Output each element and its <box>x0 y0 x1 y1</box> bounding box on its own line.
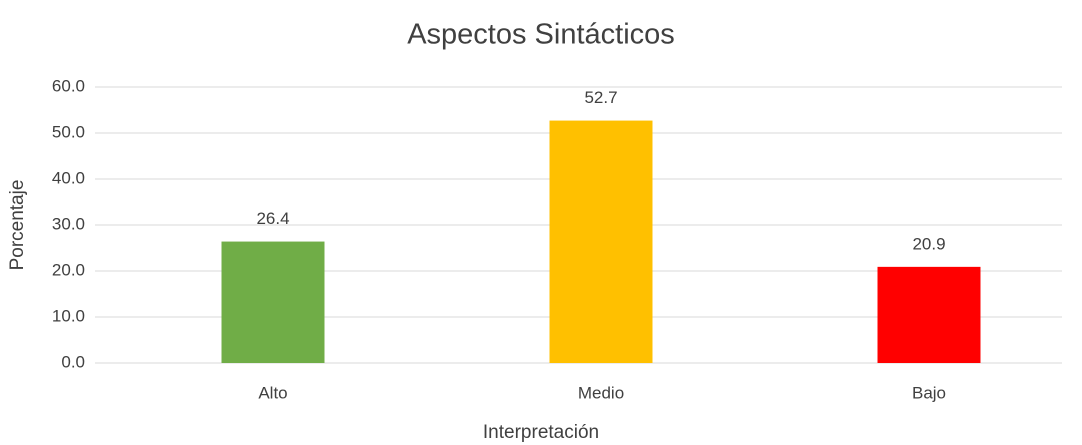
y-tick-label: 30.0 <box>52 214 85 233</box>
bar <box>549 120 653 363</box>
data-label: 52.7 <box>584 88 617 107</box>
x-tick-label: Bajo <box>912 383 946 402</box>
y-tick-label: 0.0 <box>61 352 85 371</box>
y-tick-label: 10.0 <box>52 306 85 325</box>
y-tick-label: 40.0 <box>52 168 85 187</box>
x-axis-label: Interpretación <box>483 422 599 443</box>
data-label: 20.9 <box>912 234 945 253</box>
y-tick-label: 50.0 <box>52 122 85 141</box>
data-label: 26.4 <box>256 209 289 228</box>
x-tick-label: Medio <box>578 383 624 402</box>
bar <box>221 241 325 363</box>
chart-title: Aspectos Sintácticos <box>407 19 675 51</box>
bar <box>877 266 981 363</box>
y-tick-label: 20.0 <box>52 260 85 279</box>
y-axis-label: Porcentaje <box>7 180 28 271</box>
y-tick-label: 60.0 <box>52 76 85 95</box>
x-tick-label: Alto <box>258 383 287 402</box>
